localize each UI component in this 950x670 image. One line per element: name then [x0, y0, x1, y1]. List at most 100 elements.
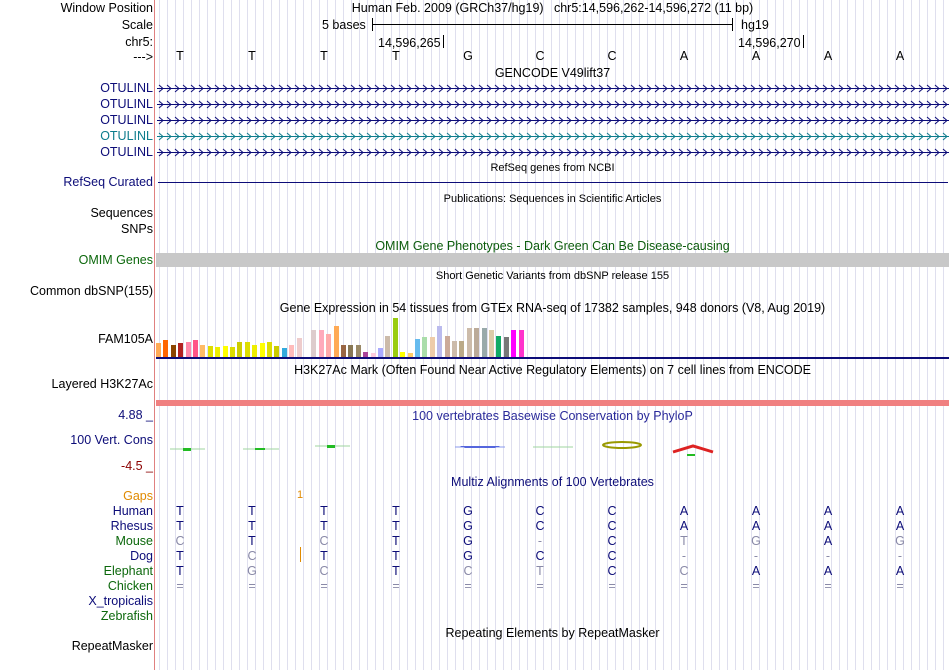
gtex-tissue-bar[interactable]	[392, 317, 398, 357]
gencode-track-label[interactable]: OTULINL	[100, 97, 153, 111]
gencode-transcript-line[interactable]	[157, 148, 949, 157]
gtex-tissue-bar[interactable]	[281, 348, 287, 357]
gencode-track-label[interactable]: OTULINL	[100, 145, 153, 159]
strand-arrow	[318, 116, 324, 125]
h3k27ac-signal-bar[interactable]	[156, 400, 949, 406]
gtex-tissue-bar[interactable]	[222, 346, 228, 357]
gtex-tissue-bar[interactable]	[489, 329, 494, 357]
strand-arrow	[702, 148, 708, 157]
gtex-tissue-bar[interactable]	[289, 345, 295, 357]
gtex-tissue-bar[interactable]	[170, 345, 176, 357]
gtex-tissue-bar[interactable]	[348, 345, 354, 357]
gtex-tissue-bar[interactable]	[466, 327, 472, 357]
species-label[interactable]: Zebrafish	[100, 609, 153, 623]
snps-label[interactable]: SNPs	[121, 222, 153, 236]
gtex-tissue-bar[interactable]	[333, 325, 339, 357]
gtex-tissue-bar[interactable]	[244, 342, 250, 357]
strand-arrow	[678, 132, 684, 141]
gtex-tissue-bar[interactable]	[237, 342, 243, 357]
gencode-transcript-line[interactable]	[157, 100, 949, 109]
aligned-base: T	[392, 564, 400, 578]
gtex-tissue-bar[interactable]	[326, 333, 332, 357]
species-label[interactable]: X_tropicalis	[88, 594, 153, 608]
strand-arrow	[606, 116, 612, 125]
grid-line	[815, 0, 816, 670]
dbsnp-label[interactable]: Common dbSNP(155)	[30, 284, 153, 298]
h3k27ac-title: H3K27Ac Mark (Often Found Near Active Re…	[294, 363, 811, 377]
grid-line	[407, 0, 408, 670]
gtex-tissue-bar[interactable]	[274, 346, 280, 357]
gencode-track-label[interactable]: OTULINL	[100, 113, 153, 127]
gtex-tissue-bar[interactable]	[422, 337, 428, 357]
gtex-tissue-bar[interactable]	[178, 343, 184, 357]
gtex-tissue-bar[interactable]	[193, 340, 198, 357]
gencode-track-label[interactable]: OTULINL	[100, 129, 153, 143]
gtex-bar-chart[interactable]	[156, 316, 536, 357]
gtex-tissue-bar[interactable]	[518, 329, 524, 357]
gaps-label[interactable]: Gaps	[123, 489, 153, 503]
phylop-signal[interactable]	[155, 436, 950, 460]
strand-arrow	[718, 148, 724, 157]
gtex-tissue-bar[interactable]	[259, 343, 265, 357]
gtex-tissue-bar[interactable]	[452, 341, 457, 357]
refseq-curated-label[interactable]: RefSeq Curated	[63, 175, 153, 189]
strand-arrow	[774, 132, 780, 141]
aligned-base: A	[895, 564, 905, 578]
species-label[interactable]: Human	[112, 504, 153, 518]
gtex-tissue-bar[interactable]	[311, 329, 317, 357]
gtex-tissue-bar[interactable]	[370, 353, 376, 357]
strand-arrow	[510, 84, 516, 93]
gtex-tissue-bar[interactable]	[267, 342, 272, 357]
dog-gap-marker	[300, 547, 301, 562]
strand-arrow	[494, 132, 500, 141]
gtex-tissue-bar[interactable]	[215, 347, 221, 357]
species-label[interactable]: Chicken	[107, 579, 153, 593]
gtex-tissue-bar[interactable]	[474, 327, 480, 357]
phylop-label[interactable]: 100 Vert. Cons	[70, 433, 153, 447]
gtex-tissue-bar[interactable]	[385, 335, 391, 357]
species-label[interactable]: Mouse	[115, 534, 153, 548]
gencode-transcript-line[interactable]	[157, 116, 949, 125]
refseq-gene-line[interactable]	[158, 182, 948, 183]
gtex-tissue-bar[interactable]	[304, 347, 309, 357]
gtex-tissue-bar[interactable]	[230, 347, 235, 357]
gtex-tissue-bar[interactable]	[496, 335, 502, 357]
strand-arrow	[726, 148, 732, 157]
gtex-tissue-bar[interactable]	[207, 346, 213, 357]
gtex-gene-label[interactable]: FAM105A	[98, 332, 153, 346]
gtex-tissue-bar[interactable]	[252, 345, 258, 357]
gtex-tissue-bar[interactable]	[296, 338, 302, 357]
species-label[interactable]: Elephant	[103, 564, 153, 578]
gtex-tissue-bar[interactable]	[444, 335, 450, 357]
gtex-tissue-bar[interactable]	[459, 341, 465, 357]
gtex-tissue-bar[interactable]	[200, 345, 206, 357]
gtex-tissue-bar[interactable]	[511, 329, 517, 357]
gtex-tissue-bar[interactable]	[355, 345, 361, 357]
species-label[interactable]: Rhesus	[110, 519, 153, 533]
gtex-tissue-bar[interactable]	[481, 327, 487, 357]
ruler-tick-1	[443, 35, 444, 48]
gtex-tissue-bar[interactable]	[503, 337, 509, 357]
omim-gene-bar[interactable]	[156, 253, 949, 267]
gtex-tissue-bar[interactable]	[318, 329, 324, 357]
gtex-tissue-bar[interactable]	[400, 352, 406, 357]
gtex-tissue-bar[interactable]	[156, 343, 161, 357]
sequences-label[interactable]: Sequences	[90, 206, 153, 220]
omim-genes-label[interactable]: OMIM Genes	[78, 253, 153, 267]
gtex-tissue-bar[interactable]	[407, 353, 413, 357]
species-label[interactable]: Dog	[130, 549, 153, 563]
gtex-tissue-bar[interactable]	[378, 348, 383, 357]
strand-arrow	[870, 148, 876, 157]
gtex-tissue-bar[interactable]	[363, 352, 369, 357]
gtex-tissue-bar[interactable]	[437, 325, 443, 357]
gtex-tissue-bar[interactable]	[341, 345, 346, 357]
gtex-tissue-bar[interactable]	[415, 339, 420, 357]
gtex-tissue-bar[interactable]	[429, 337, 435, 357]
repeatmasker-label[interactable]: RepeatMasker	[71, 639, 153, 653]
gencode-transcript-line[interactable]	[157, 84, 949, 93]
gencode-track-label[interactable]: OTULINL	[100, 81, 153, 95]
gencode-transcript-line[interactable]	[157, 132, 949, 141]
gtex-tissue-bar[interactable]	[185, 342, 191, 357]
gtex-tissue-bar[interactable]	[163, 340, 169, 357]
h3k27ac-label[interactable]: Layered H3K27Ac	[51, 377, 153, 391]
